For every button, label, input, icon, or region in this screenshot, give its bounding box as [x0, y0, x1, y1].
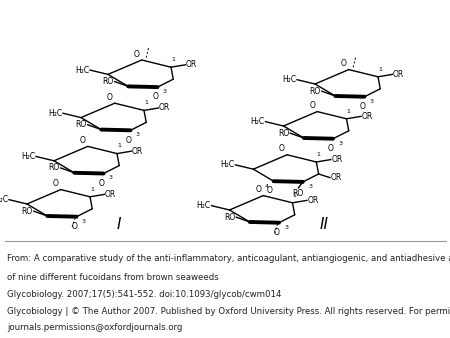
Text: of nine different fucoidans from brown seaweeds: of nine different fucoidans from brown s…: [7, 273, 219, 282]
Text: 1: 1: [293, 193, 297, 197]
Text: 3: 3: [338, 141, 342, 146]
Text: O: O: [71, 222, 77, 231]
Text: O: O: [125, 136, 131, 145]
Text: 1: 1: [347, 108, 351, 114]
Text: RO: RO: [49, 164, 60, 172]
Text: 4: 4: [264, 184, 268, 189]
Text: 3: 3: [370, 99, 374, 104]
Text: RO: RO: [293, 189, 304, 198]
Text: 1: 1: [171, 57, 175, 62]
Text: O: O: [80, 136, 86, 145]
Text: RO: RO: [278, 129, 289, 138]
Text: H₂C: H₂C: [48, 109, 62, 118]
Text: O: O: [152, 92, 158, 101]
Text: H₂C: H₂C: [220, 160, 234, 169]
Text: O: O: [309, 101, 315, 110]
Text: RO: RO: [22, 207, 33, 216]
Text: H₂C: H₂C: [21, 152, 35, 161]
Text: OR: OR: [132, 147, 143, 156]
Text: 1: 1: [90, 187, 94, 192]
Text: 1: 1: [378, 67, 382, 72]
Text: OR: OR: [307, 196, 319, 205]
Text: H₂C: H₂C: [0, 195, 8, 204]
Text: Glycobiology | © The Author 2007. Published by Oxford University Press. All righ: Glycobiology | © The Author 2007. Publis…: [7, 307, 450, 316]
Text: O: O: [328, 144, 334, 153]
Text: O: O: [266, 187, 272, 195]
Text: RO: RO: [76, 120, 87, 129]
Text: H₂C: H₂C: [251, 117, 265, 126]
Text: RO: RO: [310, 87, 321, 96]
Text: OR: OR: [393, 70, 404, 79]
Text: OR: OR: [105, 190, 116, 199]
Text: 3: 3: [109, 175, 113, 180]
Text: O: O: [274, 228, 280, 237]
Text: II: II: [320, 217, 328, 232]
Text: 1: 1: [117, 143, 121, 148]
Text: H₂C: H₂C: [282, 75, 296, 84]
Text: journals.permissions@oxfordjournals.org: journals.permissions@oxfordjournals.org: [7, 323, 182, 332]
Text: OR: OR: [331, 155, 342, 164]
Text: H₂C: H₂C: [197, 201, 211, 210]
Text: H₂C: H₂C: [75, 66, 89, 75]
Text: 1: 1: [144, 100, 148, 105]
Text: I: I: [117, 217, 122, 232]
Text: OR: OR: [186, 60, 197, 69]
Text: OR: OR: [159, 103, 170, 113]
Text: RO: RO: [103, 77, 114, 86]
Text: 3: 3: [284, 225, 288, 230]
Text: OR: OR: [331, 173, 342, 182]
Text: O: O: [255, 185, 261, 194]
Text: O: O: [134, 50, 140, 58]
Text: Glycobiology. 2007;17(5):541-552. doi:10.1093/glycob/cwm014: Glycobiology. 2007;17(5):541-552. doi:10…: [7, 290, 281, 299]
Text: 3: 3: [163, 89, 167, 94]
Text: O: O: [341, 59, 346, 68]
Text: O: O: [107, 93, 112, 102]
Text: RO: RO: [224, 213, 235, 222]
Text: 3: 3: [82, 219, 86, 224]
Text: OR: OR: [361, 112, 373, 121]
Text: 3: 3: [308, 184, 312, 189]
Text: From: A comparative study of the anti-inflammatory, anticoagulant, antiangiogeni: From: A comparative study of the anti-in…: [7, 255, 450, 263]
Text: O: O: [359, 102, 365, 111]
Text: 3: 3: [136, 132, 140, 137]
Text: O: O: [279, 144, 285, 153]
Text: 1: 1: [317, 152, 320, 157]
Text: O: O: [53, 179, 59, 188]
Text: O: O: [98, 179, 104, 188]
